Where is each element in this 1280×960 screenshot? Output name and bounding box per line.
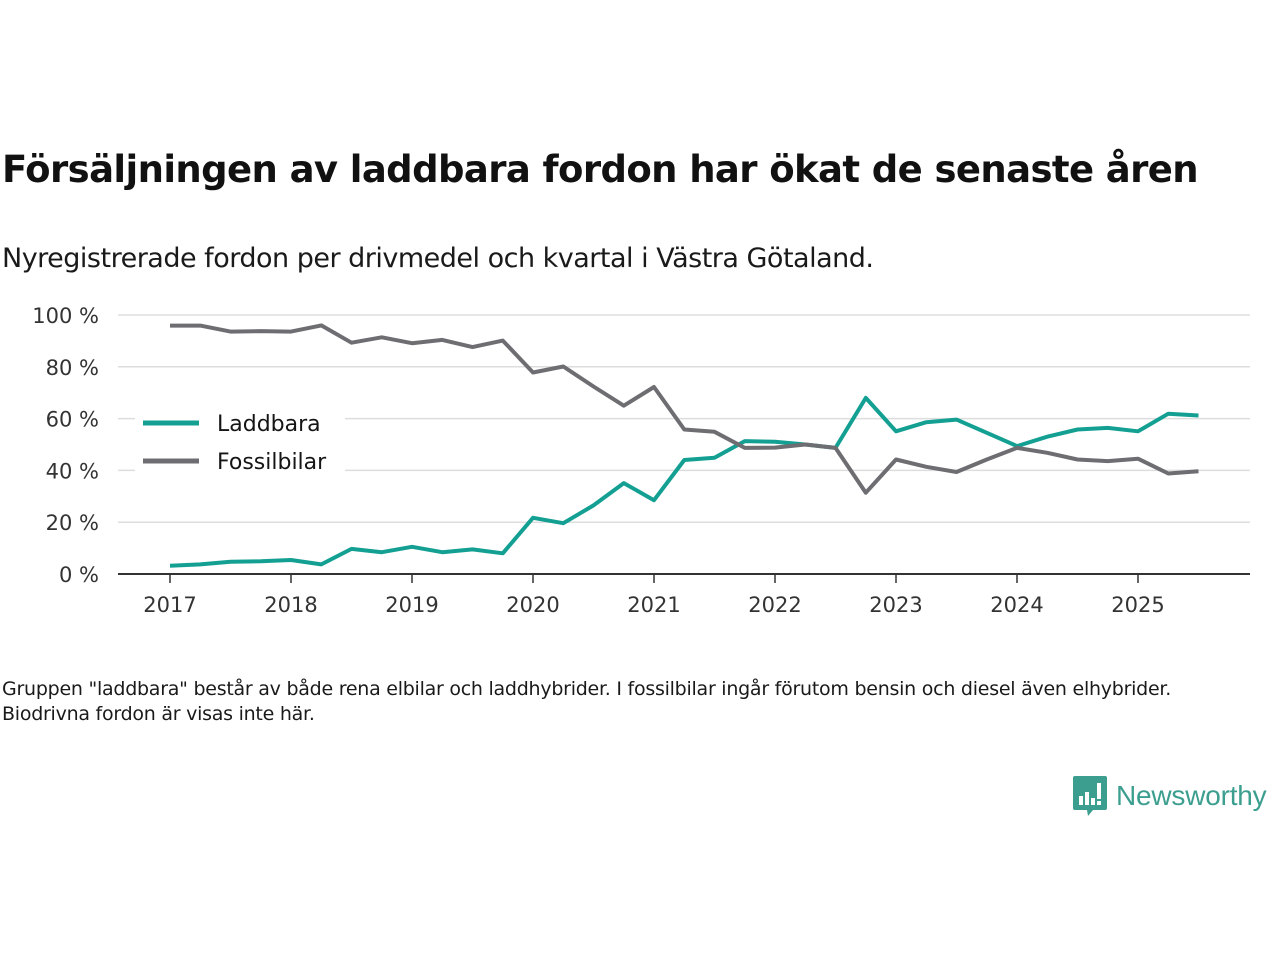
legend-background: [135, 402, 345, 482]
series-lines: [169, 323, 1199, 568]
chart-subtitle: Nyregistrerade fordon per drivmedel och …: [2, 243, 874, 274]
x-tick-label: 2019: [385, 593, 438, 617]
y-tick-label: 80 %: [46, 356, 99, 380]
y-tick-label: 100 %: [32, 304, 99, 328]
x-axis: 2017 2018 2019 2020 2021 2022 2023 2024 2025: [118, 573, 1250, 617]
newsworthy-bar-chart-speech-icon: [1073, 776, 1107, 816]
x-tick-label: 2020: [506, 593, 559, 617]
x-tick-label: 2022: [748, 593, 801, 617]
footnote: Gruppen "laddbara" består av både rena e…: [2, 678, 1172, 725]
y-tick-label: 20 %: [46, 511, 99, 535]
series-line-fossilbilar: [170, 323, 1199, 495]
logo-text: Newsworthy: [1116, 780, 1267, 811]
y-tick-label: 60 %: [46, 408, 99, 432]
y-axis-ticks: 0 % 20 % 40 % 60 % 80 % 100 %: [32, 304, 99, 587]
legend-label: Laddbara: [217, 412, 321, 437]
x-tick-label: 2024: [990, 593, 1043, 617]
y-tick-label: 0 %: [59, 563, 99, 587]
y-tick-label: 40 %: [46, 459, 99, 483]
line-chart: 0 % 20 % 40 % 60 % 80 % 100 % 2017 2018 2019 202…: [32, 304, 1250, 617]
x-tick-label: 2021: [627, 593, 680, 617]
x-tick-label: 2023: [869, 593, 922, 617]
x-tick-label: 2017: [143, 593, 196, 617]
newsworthy-logo: Newsworthy: [1073, 776, 1267, 816]
x-tick-label: 2018: [264, 593, 317, 617]
legend-label: Fossilbilar: [217, 450, 327, 475]
chart-title: Försäljningen av laddbara fordon har öka…: [2, 148, 1199, 191]
x-tick-label: 2025: [1111, 593, 1164, 617]
legend: Laddbara Fossilbilar: [135, 402, 345, 482]
series-line-laddbara: [169, 395, 1199, 568]
